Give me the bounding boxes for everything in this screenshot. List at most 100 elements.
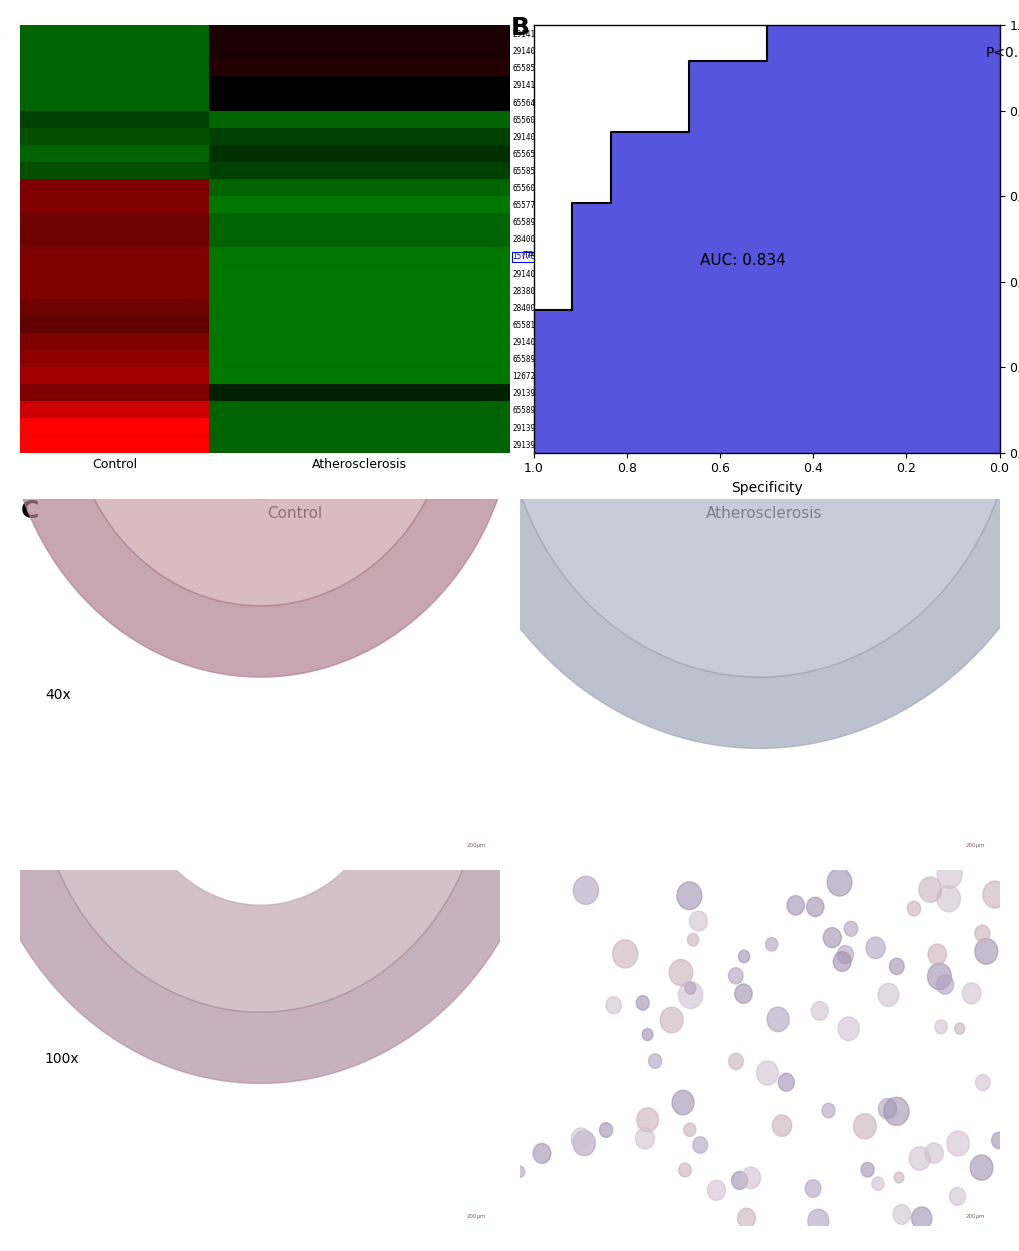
Circle shape — [854, 1181, 875, 1205]
X-axis label: Specificity: Specificity — [730, 480, 802, 495]
Circle shape — [524, 1037, 548, 1065]
Bar — [20, 128, 209, 145]
Circle shape — [726, 1097, 744, 1118]
Circle shape — [546, 1041, 564, 1061]
Circle shape — [806, 1088, 826, 1111]
Circle shape — [582, 1136, 603, 1160]
Circle shape — [682, 1016, 699, 1035]
Bar — [209, 94, 510, 110]
Circle shape — [926, 997, 941, 1012]
Circle shape — [679, 1010, 691, 1023]
Circle shape — [944, 1025, 964, 1048]
Circle shape — [639, 908, 659, 931]
Bar — [20, 196, 209, 213]
Bar — [20, 435, 209, 453]
Bar — [20, 402, 209, 419]
Circle shape — [540, 1157, 550, 1168]
Circle shape — [553, 1018, 572, 1040]
Circle shape — [800, 1166, 819, 1188]
Bar — [20, 350, 209, 368]
Bar — [20, 299, 209, 315]
Circle shape — [982, 1155, 1000, 1173]
Circle shape — [799, 856, 823, 883]
Polygon shape — [37, 763, 484, 1012]
Polygon shape — [68, 392, 452, 605]
Bar — [209, 281, 510, 299]
Circle shape — [784, 1176, 799, 1193]
Circle shape — [929, 1135, 947, 1153]
Circle shape — [977, 913, 988, 926]
Bar — [209, 25, 510, 43]
Bar — [20, 161, 209, 179]
Circle shape — [970, 961, 985, 978]
Circle shape — [610, 886, 633, 911]
Circle shape — [574, 1172, 591, 1191]
Bar — [20, 43, 209, 59]
Polygon shape — [439, 392, 1019, 748]
Circle shape — [923, 1148, 946, 1172]
Polygon shape — [503, 392, 1015, 677]
Circle shape — [819, 933, 839, 956]
Bar — [209, 419, 510, 435]
Text: C: C — [20, 499, 39, 523]
Bar — [209, 110, 510, 128]
Circle shape — [842, 1143, 865, 1168]
Circle shape — [671, 1042, 681, 1053]
Circle shape — [902, 909, 924, 934]
Text: 200μm: 200μm — [965, 1213, 984, 1218]
Bar — [209, 333, 510, 350]
Circle shape — [541, 874, 560, 897]
Circle shape — [814, 1057, 835, 1081]
Text: 200μm: 200μm — [466, 843, 485, 848]
Bar — [20, 264, 209, 281]
Bar — [20, 384, 209, 402]
Text: Control: Control — [267, 507, 322, 522]
Bar — [209, 145, 510, 161]
Bar — [209, 213, 510, 230]
Bar — [20, 230, 209, 248]
Bar — [20, 59, 209, 76]
Circle shape — [879, 1216, 891, 1230]
Circle shape — [977, 1035, 989, 1048]
Bar — [209, 384, 510, 402]
Circle shape — [545, 918, 562, 938]
Text: Atherosclerosis: Atherosclerosis — [705, 507, 822, 522]
Text: B: B — [510, 16, 529, 40]
Circle shape — [666, 923, 679, 936]
Text: 200μm: 200μm — [466, 1213, 485, 1218]
Bar — [209, 43, 510, 59]
Circle shape — [908, 1062, 923, 1080]
Circle shape — [589, 942, 611, 968]
Circle shape — [834, 1072, 847, 1088]
Circle shape — [710, 988, 727, 1006]
Bar — [209, 76, 510, 94]
Circle shape — [632, 1202, 644, 1216]
Bar — [20, 110, 209, 128]
Bar — [209, 299, 510, 315]
Bar — [209, 402, 510, 419]
Circle shape — [710, 873, 729, 894]
Bar — [209, 128, 510, 145]
Bar — [209, 248, 510, 264]
Circle shape — [690, 1115, 709, 1136]
Polygon shape — [0, 763, 548, 1083]
Circle shape — [514, 946, 533, 967]
Bar — [20, 179, 209, 196]
Circle shape — [793, 1025, 808, 1042]
Circle shape — [932, 879, 945, 893]
Text: 200μm: 200μm — [965, 843, 984, 848]
Circle shape — [775, 1062, 789, 1077]
Circle shape — [864, 968, 884, 991]
Circle shape — [519, 914, 530, 927]
Circle shape — [836, 1010, 855, 1031]
Circle shape — [908, 1046, 918, 1058]
Circle shape — [578, 947, 593, 963]
Circle shape — [922, 918, 941, 938]
Circle shape — [551, 1143, 570, 1163]
Circle shape — [849, 1076, 863, 1093]
Bar — [209, 230, 510, 248]
Circle shape — [949, 1175, 963, 1191]
Circle shape — [554, 967, 578, 993]
Circle shape — [637, 1207, 649, 1221]
Bar — [209, 368, 510, 384]
